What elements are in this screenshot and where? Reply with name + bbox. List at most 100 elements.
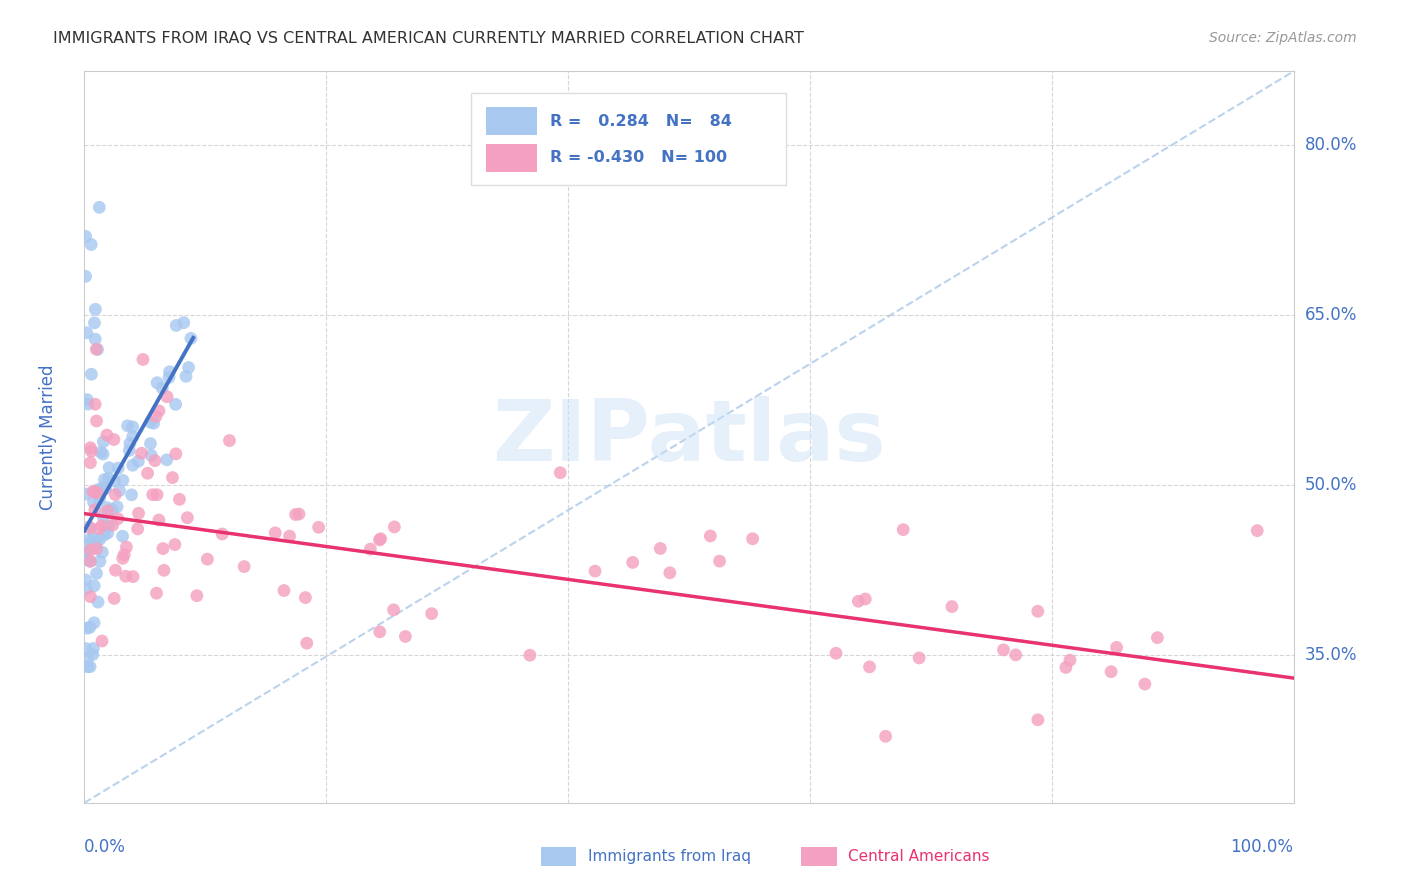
Point xyxy=(142,416,165,430)
Point xyxy=(86,343,108,357)
Point xyxy=(173,316,195,330)
Point xyxy=(90,518,112,533)
Point xyxy=(76,621,98,635)
Point xyxy=(165,397,187,411)
Point xyxy=(87,522,110,536)
Point xyxy=(382,520,405,534)
FancyBboxPatch shape xyxy=(471,94,786,185)
Point xyxy=(159,365,181,379)
Point xyxy=(148,404,170,418)
Point xyxy=(75,229,97,244)
Point xyxy=(908,651,931,665)
Point xyxy=(993,643,1015,657)
Point xyxy=(96,428,118,442)
Point xyxy=(79,554,101,568)
Text: 0.0%: 0.0% xyxy=(84,838,127,855)
Point xyxy=(80,444,103,458)
Point xyxy=(165,447,187,461)
Point xyxy=(79,590,101,604)
Point xyxy=(368,624,391,639)
Point xyxy=(77,520,100,534)
Point xyxy=(89,491,111,506)
Point xyxy=(91,634,114,648)
Point xyxy=(79,521,101,535)
Point xyxy=(97,471,120,485)
Point xyxy=(118,436,141,450)
Point xyxy=(583,564,606,578)
Point xyxy=(519,648,541,663)
Point xyxy=(104,487,127,501)
Point xyxy=(84,397,107,411)
Point xyxy=(75,269,97,284)
Point xyxy=(699,529,721,543)
Point xyxy=(91,545,114,559)
Point xyxy=(79,542,101,557)
Point xyxy=(93,473,115,487)
Point xyxy=(111,551,134,566)
FancyBboxPatch shape xyxy=(486,107,537,135)
Point xyxy=(1099,665,1122,679)
Point xyxy=(76,552,98,566)
Point xyxy=(825,646,848,660)
Text: ZIPatlas: ZIPatlas xyxy=(492,395,886,479)
Point xyxy=(79,554,101,568)
Point xyxy=(83,485,105,500)
Point xyxy=(127,522,149,536)
Point xyxy=(1059,653,1081,667)
Point xyxy=(91,447,114,461)
Point xyxy=(709,554,731,568)
Point xyxy=(273,583,295,598)
Text: Currently Married: Currently Married xyxy=(39,364,58,510)
Point xyxy=(153,563,176,577)
Point xyxy=(83,531,105,545)
Point xyxy=(108,483,131,498)
Point xyxy=(186,589,208,603)
Point xyxy=(104,563,127,577)
Point xyxy=(86,414,108,428)
Point xyxy=(91,510,114,524)
Point xyxy=(76,651,98,665)
Point xyxy=(141,448,163,462)
Point xyxy=(127,454,149,468)
Point xyxy=(278,529,301,543)
Point xyxy=(79,659,101,673)
Point xyxy=(86,566,108,581)
Point xyxy=(83,316,105,330)
Point xyxy=(89,200,111,214)
Point xyxy=(145,409,167,424)
Point xyxy=(86,541,108,556)
Point xyxy=(111,529,134,543)
Point xyxy=(79,441,101,455)
Point xyxy=(84,332,107,346)
Point xyxy=(621,556,644,570)
Point xyxy=(941,599,963,614)
Point xyxy=(103,591,125,606)
Point xyxy=(118,443,141,458)
Point xyxy=(233,559,256,574)
Bar xyxy=(801,847,837,866)
Point xyxy=(157,370,180,384)
Point xyxy=(148,513,170,527)
Point xyxy=(156,452,179,467)
Point xyxy=(107,512,129,526)
Point xyxy=(658,566,681,580)
Point xyxy=(650,541,672,556)
Point xyxy=(295,636,318,650)
Point xyxy=(76,392,98,407)
Point xyxy=(858,660,880,674)
Point xyxy=(80,237,103,252)
Point xyxy=(1246,524,1268,538)
Text: 80.0%: 80.0% xyxy=(1305,136,1357,154)
Point xyxy=(163,537,186,551)
Point xyxy=(288,507,311,521)
Text: Immigrants from Iraq: Immigrants from Iraq xyxy=(588,849,751,863)
Point xyxy=(150,381,173,395)
Point xyxy=(359,542,381,557)
Point xyxy=(86,535,108,549)
Point xyxy=(86,483,108,497)
Point xyxy=(145,586,167,600)
Point xyxy=(1026,604,1049,618)
Point xyxy=(548,466,571,480)
Point xyxy=(86,485,108,500)
Point xyxy=(83,502,105,516)
